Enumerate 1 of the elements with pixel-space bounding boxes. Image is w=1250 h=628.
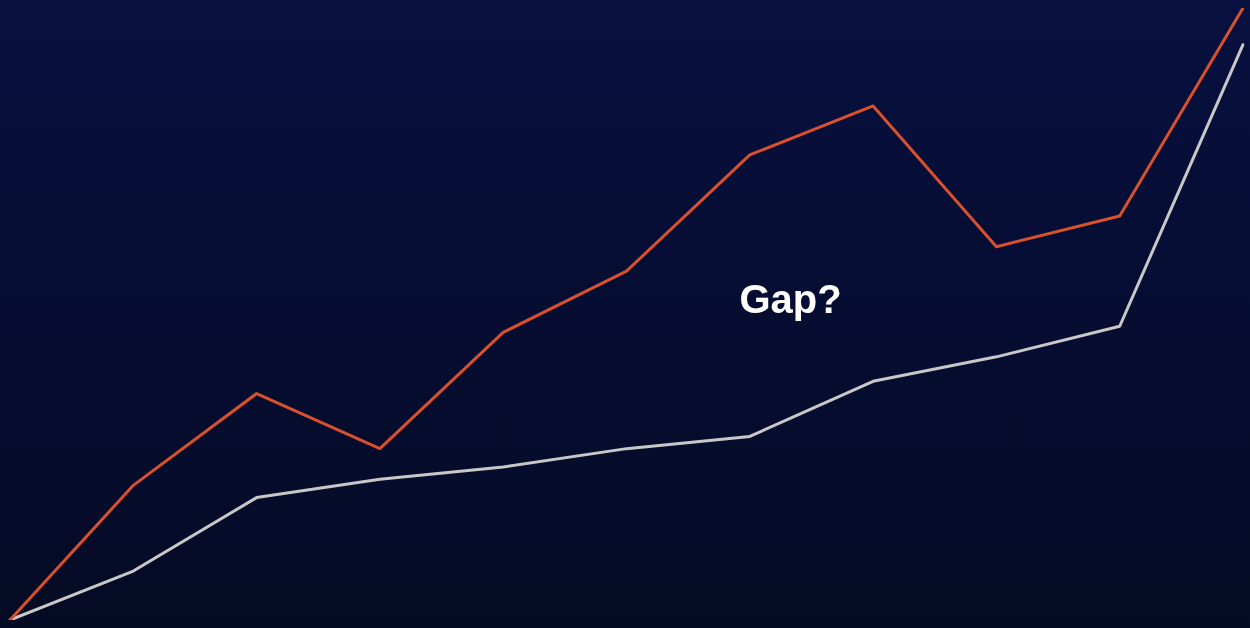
annotation: Gap? xyxy=(739,276,842,321)
